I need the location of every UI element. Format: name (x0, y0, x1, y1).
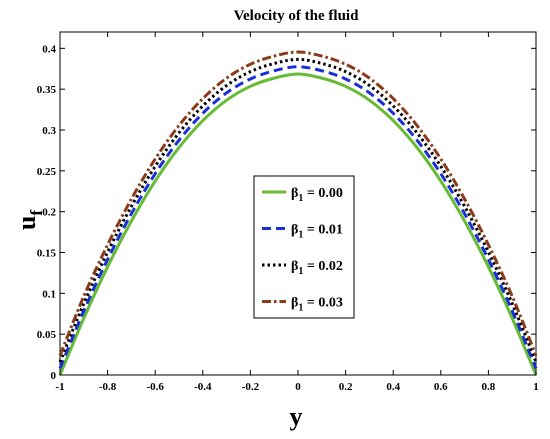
x-tick-label: -0.6 (146, 381, 164, 393)
legend-box (253, 175, 355, 319)
y-axis-ticks: 0 0.05 0.1 0.15 0.2 0.25 0.3 0.35 0.4 (37, 43, 536, 382)
y-tick-label: 0.25 (37, 166, 57, 178)
x-tick-label: 1 (533, 381, 539, 393)
y-axis-label: uf (12, 210, 46, 230)
x-tick-label: -0.2 (242, 381, 260, 393)
y-tick-label: 0 (51, 370, 57, 382)
y-tick-label: 0.15 (37, 248, 57, 260)
x-tick-label: -0.4 (194, 381, 212, 393)
y-tick-label: 0.35 (37, 84, 57, 96)
legend-label-2: β1 = 0.02 (291, 259, 343, 277)
x-tick-label: 0.4 (386, 381, 400, 393)
y-tick-label: 0.2 (42, 207, 56, 219)
series-line-2 (58, 57, 538, 363)
x-tick-label: 0.8 (482, 381, 496, 393)
series-line-0 (58, 72, 538, 376)
y-axis-label-subscript: f (27, 210, 46, 216)
y-axis-label-group: uf (12, 210, 46, 230)
y-tick-label: 0.4 (42, 43, 56, 55)
x-tick-label: 0 (295, 381, 301, 393)
chart-title: Velocity of the fluid (234, 8, 360, 24)
x-tick-label: 0.2 (339, 381, 353, 393)
y-tick-label: 0.1 (42, 288, 56, 300)
legend-label-1: β1 = 0.01 (291, 223, 343, 241)
x-tick-label: 0.6 (434, 381, 448, 393)
y-axis-label-main: u (12, 216, 41, 230)
y-tick-label: 0.3 (42, 125, 56, 137)
x-axis-label: y (290, 402, 303, 431)
series-line-1 (58, 65, 538, 370)
legend-label-3: β1 = 0.03 (291, 296, 343, 314)
x-axis-ticks: -1 -0.8 -0.6 -0.4 -0.2 0 0.2 0.4 0.6 0.8 1 (55, 32, 539, 393)
x-tick-label: -1 (55, 381, 64, 393)
series-line-3 (58, 50, 538, 356)
y-tick-label: 0.05 (37, 329, 57, 341)
legend: β1 = 0.00 β1 = 0.01 β1 = 0.02 β1 = 0.03 (253, 175, 355, 319)
x-tick-label: -0.8 (99, 381, 117, 393)
legend-label-0: β1 = 0.00 (291, 186, 343, 204)
